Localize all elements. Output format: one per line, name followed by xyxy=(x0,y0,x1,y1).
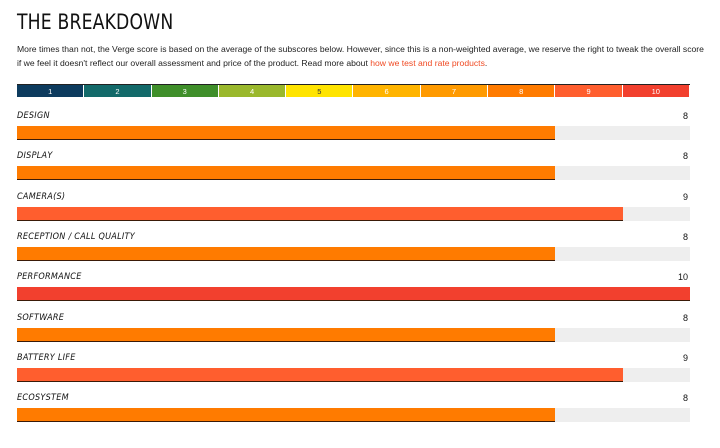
score-bar xyxy=(17,408,556,423)
score-scale: 1 2 3 4 5 6 7 8 9 10 xyxy=(17,84,690,97)
category-label: RECEPTION / CALL QUALITY xyxy=(17,231,135,242)
scale-segment: 7 xyxy=(420,85,489,97)
category-row: DESIGN 8 xyxy=(17,111,690,151)
category-label: ECOSYSTEM xyxy=(17,393,69,404)
category-score: 10 xyxy=(677,272,688,283)
category-row: BATTERY LIFE 9 xyxy=(17,353,690,393)
score-track xyxy=(17,367,690,382)
category-row: ECOSYSTEM 8 xyxy=(17,393,690,433)
scale-segment: 5 xyxy=(286,85,354,97)
score-bar xyxy=(17,327,556,342)
scale-segment: 3 xyxy=(151,85,219,97)
category-row: DISPLAY 8 xyxy=(17,151,690,191)
category-row: PERFORMANCE 10 xyxy=(17,272,690,312)
category-row: CAMERA(S) 9 xyxy=(17,192,690,232)
score-track xyxy=(17,327,690,342)
scale-segment: 4 xyxy=(218,85,287,97)
category-label: DESIGN xyxy=(17,111,50,121)
category-score: 8 xyxy=(682,231,688,242)
score-track xyxy=(17,287,690,302)
score-bar xyxy=(17,246,556,261)
category-score: 9 xyxy=(682,352,688,363)
score-track xyxy=(17,126,690,140)
category-score: 8 xyxy=(682,312,688,323)
score-track xyxy=(17,166,690,181)
intro-end: . xyxy=(484,58,488,68)
category-label: PERFORMANCE xyxy=(17,272,82,283)
score-bar xyxy=(17,206,623,221)
scale-segment: 6 xyxy=(353,85,421,97)
page-title: THE BREAKDOWN xyxy=(17,10,174,34)
score-track xyxy=(17,206,690,221)
category-row: SOFTWARE 8 xyxy=(17,313,690,353)
score-bar xyxy=(17,287,690,302)
scale-segment: 2 xyxy=(84,85,152,97)
scale-segment: 8 xyxy=(488,85,556,97)
intro-line-1: More times than not, the Verge score is … xyxy=(17,44,605,54)
score-track xyxy=(17,408,690,423)
category-label: BATTERY LIFE xyxy=(17,352,76,363)
category-score: 8 xyxy=(682,393,688,404)
score-bar xyxy=(17,166,556,181)
scale-segment: 9 xyxy=(555,85,623,97)
score-bar xyxy=(17,126,556,140)
category-row: RECEPTION / CALL QUALITY 8 xyxy=(17,232,690,272)
category-score: 9 xyxy=(682,191,688,202)
intro-line-2: to tweak the overall score if we feel it… xyxy=(17,44,704,68)
score-bar xyxy=(17,367,623,382)
scale-segment: 1 xyxy=(17,85,85,97)
category-score: 8 xyxy=(682,111,688,121)
category-label: DISPLAY xyxy=(17,151,53,162)
category-label: CAMERA(S) xyxy=(17,191,66,202)
category-label: SOFTWARE xyxy=(17,312,65,323)
category-score: 8 xyxy=(682,151,688,162)
score-track xyxy=(17,246,690,261)
scale-segment: 10 xyxy=(622,85,690,97)
intro-text: More times than not, the Verge score is … xyxy=(17,42,707,70)
rating-methodology-link[interactable]: how we test and rate products xyxy=(370,58,485,68)
